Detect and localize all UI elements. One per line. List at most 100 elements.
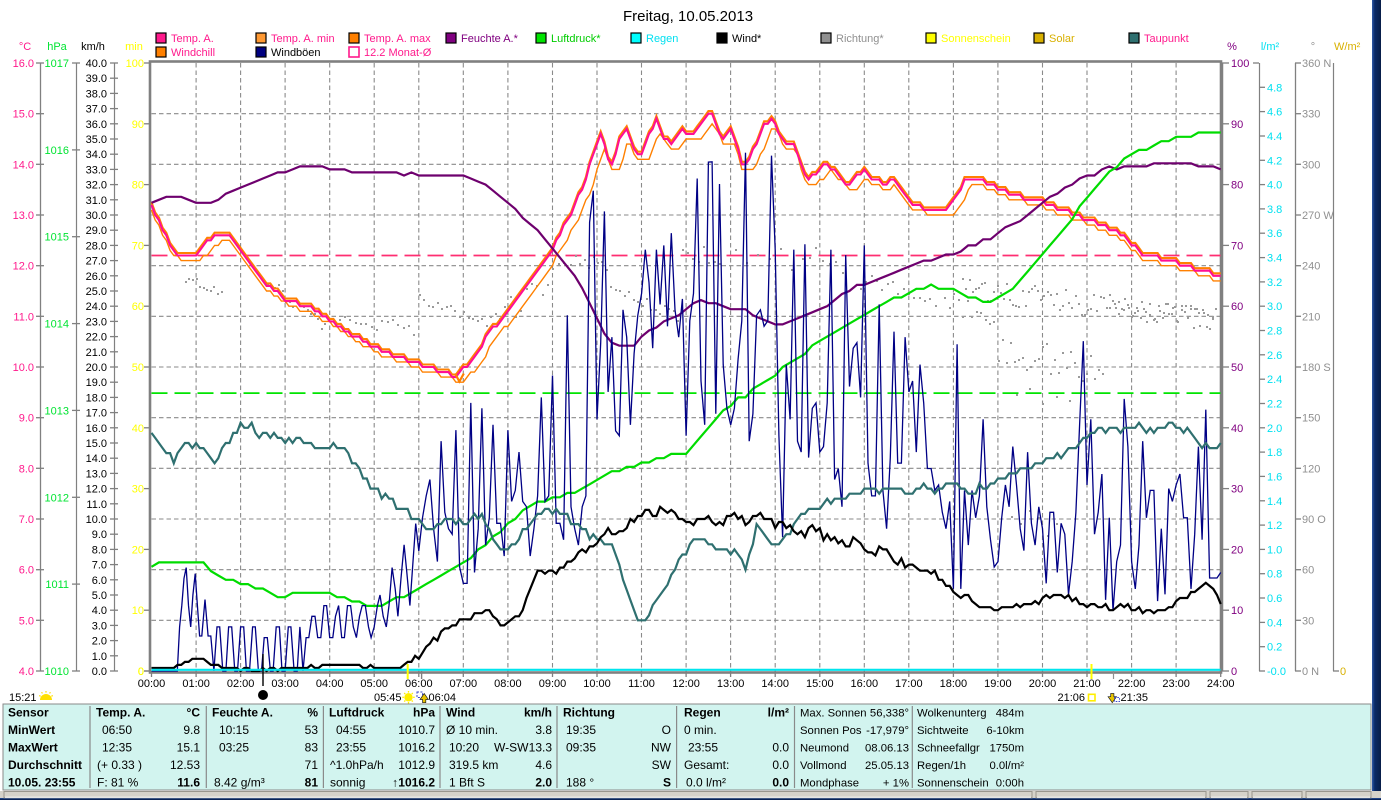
svg-text:7.0: 7.0 bbox=[92, 560, 107, 572]
svg-text:2.0: 2.0 bbox=[92, 636, 107, 648]
svg-text:12.0: 12.0 bbox=[13, 261, 34, 273]
svg-text:7.0: 7.0 bbox=[19, 514, 34, 526]
svg-text:l/m²: l/m² bbox=[768, 706, 789, 720]
svg-text:23:00: 23:00 bbox=[1162, 678, 1190, 690]
svg-text:Freitag, 10.05.2013: Freitag, 10.05.2013 bbox=[623, 8, 753, 25]
svg-text:04:00: 04:00 bbox=[316, 678, 344, 690]
svg-text:6.0: 6.0 bbox=[19, 565, 34, 577]
svg-text:0.2: 0.2 bbox=[1267, 642, 1282, 654]
svg-text:Luftdruck: Luftdruck bbox=[329, 706, 385, 720]
svg-text:03:00: 03:00 bbox=[271, 678, 299, 690]
svg-text:Gesamt:: Gesamt: bbox=[684, 758, 729, 772]
svg-text:1.4: 1.4 bbox=[1267, 496, 1282, 508]
svg-text:11.0: 11.0 bbox=[86, 499, 107, 511]
svg-text:3.6: 3.6 bbox=[1267, 228, 1282, 240]
svg-text:12:35: 12:35 bbox=[102, 741, 132, 755]
svg-text:+ 1%: + 1% bbox=[883, 778, 909, 790]
svg-text:1010: 1010 bbox=[45, 666, 69, 678]
svg-text:1012.9: 1012.9 bbox=[398, 758, 435, 772]
svg-text:1750m: 1750m bbox=[989, 743, 1024, 755]
svg-text:60: 60 bbox=[132, 301, 144, 313]
svg-text:F: 81 %: F: 81 % bbox=[97, 776, 139, 790]
svg-text:08.06.13: 08.06.13 bbox=[865, 743, 909, 755]
svg-text:300: 300 bbox=[1302, 159, 1320, 171]
svg-text:21:00: 21:00 bbox=[1073, 678, 1101, 690]
svg-text:Solar: Solar bbox=[1049, 33, 1075, 45]
svg-text:26.0: 26.0 bbox=[86, 271, 107, 283]
svg-text:12.0: 12.0 bbox=[86, 484, 107, 496]
svg-text:14:00: 14:00 bbox=[761, 678, 789, 690]
svg-text:25.0: 25.0 bbox=[86, 286, 107, 298]
svg-text:09:35: 09:35 bbox=[566, 741, 596, 755]
svg-text:0:00h: 0:00h bbox=[996, 778, 1024, 790]
svg-text:3.2: 3.2 bbox=[1267, 277, 1282, 289]
svg-text:Regen/1h: Regen/1h bbox=[917, 760, 966, 772]
svg-text:56,338°: 56,338° bbox=[870, 708, 909, 720]
svg-text:Sonnenschein: Sonnenschein bbox=[917, 778, 989, 790]
svg-text:6.0: 6.0 bbox=[92, 575, 107, 587]
svg-text:08:00: 08:00 bbox=[494, 678, 522, 690]
svg-text:0 min.: 0 min. bbox=[684, 723, 717, 737]
svg-text:l/m²: l/m² bbox=[1261, 41, 1280, 53]
svg-text:100: 100 bbox=[126, 58, 144, 70]
svg-text:W-SW: W-SW bbox=[494, 741, 529, 755]
svg-text:16.0: 16.0 bbox=[86, 423, 107, 435]
svg-text:Richtung*: Richtung* bbox=[836, 33, 884, 45]
svg-text:36.0: 36.0 bbox=[86, 119, 107, 131]
svg-text:00:00: 00:00 bbox=[138, 678, 166, 690]
svg-text:53: 53 bbox=[305, 723, 319, 737]
svg-text:13.0: 13.0 bbox=[86, 468, 107, 480]
svg-text:8.0: 8.0 bbox=[19, 463, 34, 475]
svg-text:9.8: 9.8 bbox=[183, 723, 200, 737]
svg-text:4.0: 4.0 bbox=[92, 605, 107, 617]
svg-text:↑1016.2: ↑1016.2 bbox=[392, 776, 435, 790]
svg-text:100: 100 bbox=[1231, 58, 1249, 70]
svg-text:0: 0 bbox=[1340, 666, 1346, 678]
svg-text:27.0: 27.0 bbox=[86, 256, 107, 268]
svg-text:O: O bbox=[662, 723, 671, 737]
svg-text:1016: 1016 bbox=[45, 145, 69, 157]
svg-text:70: 70 bbox=[1231, 240, 1243, 252]
svg-text:Richtung: Richtung bbox=[563, 706, 615, 720]
svg-text:07:00: 07:00 bbox=[450, 678, 478, 690]
svg-text:30: 30 bbox=[132, 484, 144, 496]
svg-text:20: 20 bbox=[1231, 544, 1243, 556]
svg-text:14.0: 14.0 bbox=[86, 453, 107, 465]
svg-text:Regen: Regen bbox=[684, 706, 721, 720]
svg-text:Sonnen Pos: Sonnen Pos bbox=[800, 725, 862, 737]
svg-text:4.8: 4.8 bbox=[1267, 82, 1282, 94]
svg-text:0.0: 0.0 bbox=[772, 776, 789, 790]
svg-text:39.0: 39.0 bbox=[86, 73, 107, 85]
svg-text:9.0: 9.0 bbox=[19, 413, 34, 425]
svg-text:1010.7: 1010.7 bbox=[398, 723, 435, 737]
svg-text:°C: °C bbox=[187, 706, 201, 720]
svg-text:Ø 10 min.: Ø 10 min. bbox=[446, 723, 498, 737]
svg-text:13.3: 13.3 bbox=[529, 741, 553, 755]
svg-text:10: 10 bbox=[1231, 605, 1243, 617]
svg-text:0.4: 0.4 bbox=[1267, 617, 1282, 629]
svg-text:17.0: 17.0 bbox=[86, 408, 107, 420]
svg-text:270 W: 270 W bbox=[1302, 210, 1334, 222]
svg-text:20: 20 bbox=[132, 544, 144, 556]
svg-text:20.0: 20.0 bbox=[86, 362, 107, 374]
svg-text:20:00: 20:00 bbox=[1029, 678, 1057, 690]
svg-text:10.0: 10.0 bbox=[13, 362, 34, 374]
svg-text:10.05. 23:55: 10.05. 23:55 bbox=[8, 776, 76, 790]
svg-text:min: min bbox=[125, 41, 143, 53]
svg-text:0.0: 0.0 bbox=[92, 666, 107, 678]
svg-text:MaxWert: MaxWert bbox=[8, 741, 58, 755]
svg-text:hPa: hPa bbox=[47, 41, 67, 53]
svg-text:80: 80 bbox=[1231, 180, 1243, 192]
svg-text:15:00: 15:00 bbox=[806, 678, 834, 690]
svg-text:24.0: 24.0 bbox=[86, 301, 107, 313]
svg-text:0.0: 0.0 bbox=[772, 758, 789, 772]
svg-text:18:00: 18:00 bbox=[940, 678, 968, 690]
svg-text:15:21: 15:21 bbox=[9, 692, 37, 704]
svg-text:%: % bbox=[307, 706, 318, 720]
svg-text:16:00: 16:00 bbox=[851, 678, 879, 690]
svg-text:16.0: 16.0 bbox=[13, 58, 34, 70]
svg-text:Sensor: Sensor bbox=[8, 706, 49, 720]
svg-text:1.2: 1.2 bbox=[1267, 520, 1282, 532]
svg-text:4.4: 4.4 bbox=[1267, 131, 1282, 143]
svg-text:37.0: 37.0 bbox=[86, 104, 107, 116]
